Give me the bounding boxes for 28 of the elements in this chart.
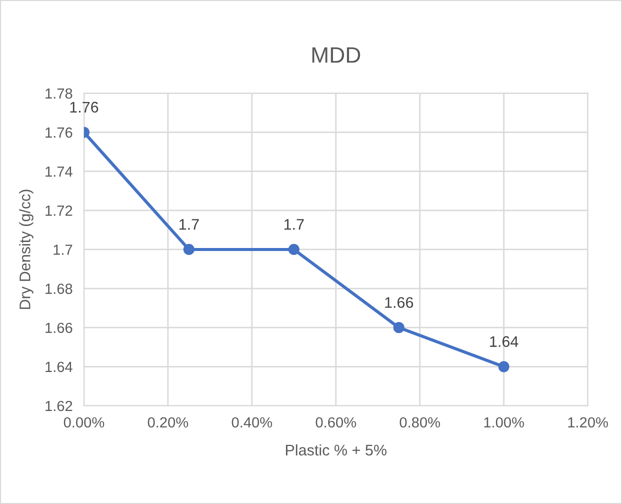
x-tick-label: 1.20% xyxy=(568,417,608,428)
y-tick-label: 1.72 xyxy=(46,206,72,216)
x-tick-label: 1.00% xyxy=(484,417,524,428)
y-tick-label: 1.7 xyxy=(54,244,72,255)
y-tick-label: 1.76 xyxy=(46,127,72,138)
data-label: 1.7 xyxy=(284,219,304,230)
x-tick-label: 0.60% xyxy=(316,417,356,428)
data-label: 1.64 xyxy=(490,336,518,347)
x-tick-label: 0.80% xyxy=(400,417,440,428)
y-tick-label: 1.68 xyxy=(46,284,72,294)
x-tick-label: 0.00% xyxy=(64,417,104,428)
y-tick-label: 1.66 xyxy=(46,322,72,334)
x-axis-title: Plastic % + 5% xyxy=(286,444,386,456)
y-axis-title: Dry Density (g/cc) xyxy=(19,190,34,309)
point xyxy=(183,244,194,256)
point xyxy=(498,361,510,372)
x-tick-label: 0.40% xyxy=(232,417,272,428)
y-tick-label: 1.78 xyxy=(46,88,72,99)
data-label: 1.66 xyxy=(385,297,414,308)
y-tick-label: 1.74 xyxy=(46,166,72,177)
x-tick-label: 0.20% xyxy=(148,417,188,428)
data-label: 1.7 xyxy=(179,219,199,230)
y-tick-label: 1.62 xyxy=(46,400,72,412)
y-tick-label: 1.64 xyxy=(46,362,72,372)
point xyxy=(393,322,404,334)
data-label: 1.76 xyxy=(70,102,98,113)
point xyxy=(288,244,300,256)
chart-title: MDD xyxy=(312,47,360,63)
